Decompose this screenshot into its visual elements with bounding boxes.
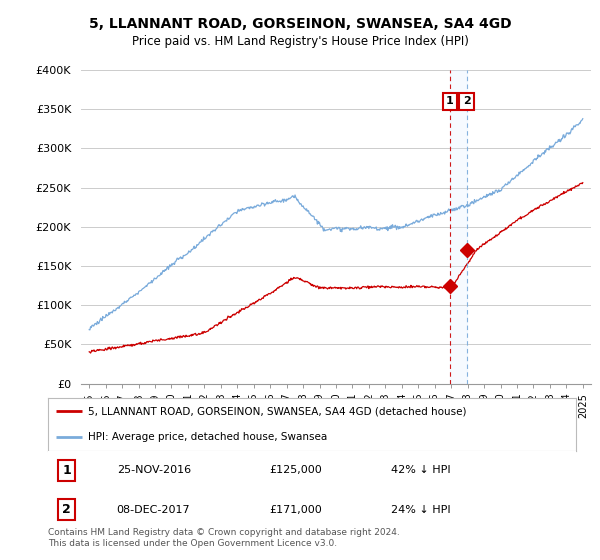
Bar [450, 70, 467, 384]
Text: 2: 2 [62, 503, 71, 516]
Text: 25-NOV-2016: 25-NOV-2016 [116, 465, 191, 475]
Text: 08-DEC-2017: 08-DEC-2017 [116, 505, 190, 515]
Text: HPI: Average price, detached house, Swansea: HPI: Average price, detached house, Swan… [88, 432, 327, 442]
Text: 2: 2 [463, 96, 470, 106]
Text: 1: 1 [446, 96, 454, 106]
Text: 42% ↓ HPI: 42% ↓ HPI [391, 465, 451, 475]
Text: £125,000: £125,000 [270, 465, 323, 475]
Text: 5, LLANNANT ROAD, GORSEINON, SWANSEA, SA4 4GD: 5, LLANNANT ROAD, GORSEINON, SWANSEA, SA… [89, 16, 511, 30]
Text: Price paid vs. HM Land Registry's House Price Index (HPI): Price paid vs. HM Land Registry's House … [131, 35, 469, 49]
Text: 5, LLANNANT ROAD, GORSEINON, SWANSEA, SA4 4GD (detached house): 5, LLANNANT ROAD, GORSEINON, SWANSEA, SA… [88, 407, 466, 417]
Text: 1: 1 [62, 464, 71, 477]
Text: £171,000: £171,000 [270, 505, 323, 515]
Text: 24% ↓ HPI: 24% ↓ HPI [391, 505, 451, 515]
Text: Contains HM Land Registry data © Crown copyright and database right 2024.
This d: Contains HM Land Registry data © Crown c… [48, 528, 400, 548]
